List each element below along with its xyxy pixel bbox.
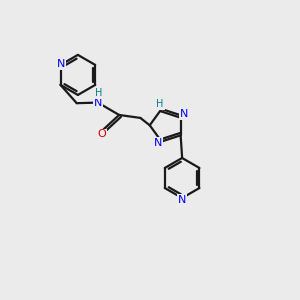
Text: N: N xyxy=(57,59,65,69)
Text: N: N xyxy=(154,138,162,148)
Text: N: N xyxy=(179,109,188,119)
Text: O: O xyxy=(98,129,106,140)
Text: H: H xyxy=(95,88,102,98)
Text: H: H xyxy=(156,99,164,109)
Text: N: N xyxy=(94,98,102,108)
Text: N: N xyxy=(178,195,186,206)
